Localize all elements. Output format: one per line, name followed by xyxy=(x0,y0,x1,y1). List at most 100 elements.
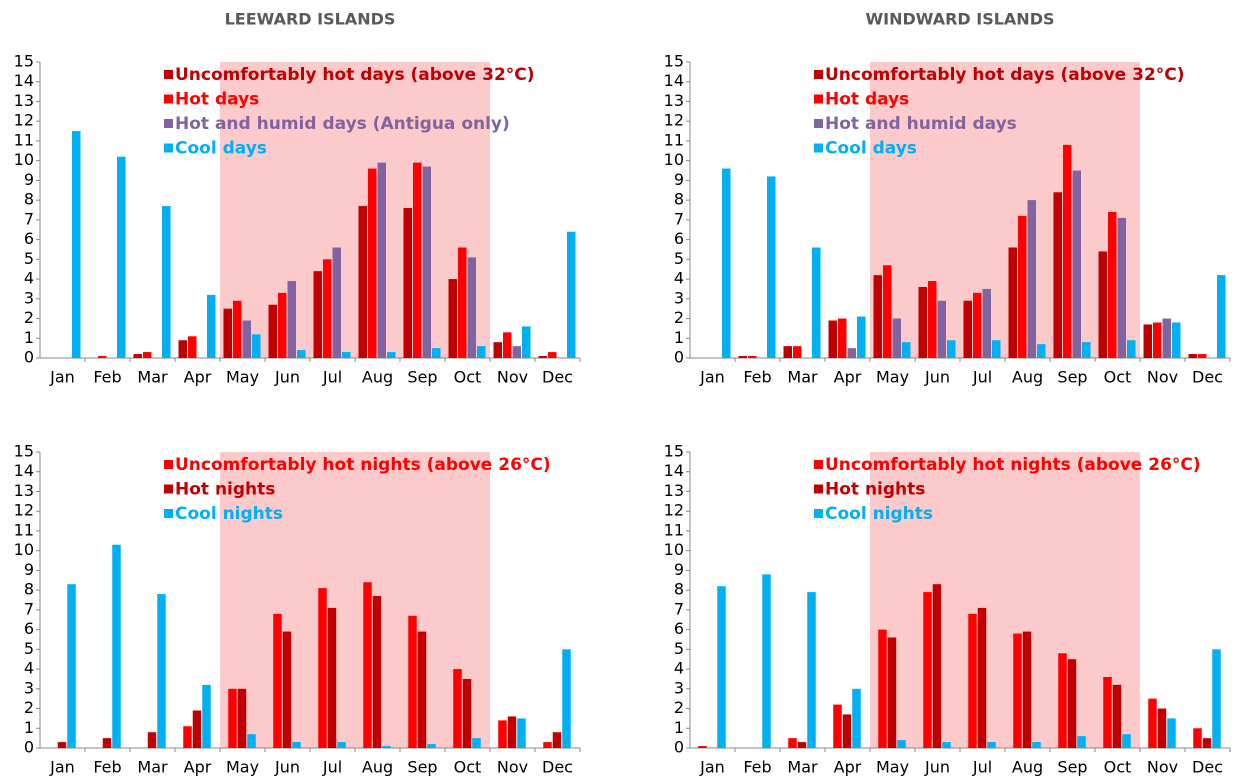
y-tick-label: 15 xyxy=(14,442,34,461)
bar xyxy=(1162,318,1171,358)
y-tick-label: 10 xyxy=(664,150,684,169)
bar xyxy=(408,615,417,748)
chart-title: WINDWARD ISLANDS xyxy=(865,10,1054,29)
y-tick-label: 4 xyxy=(24,659,34,678)
y-tick-label: 4 xyxy=(674,269,684,288)
bar xyxy=(403,208,412,358)
bar xyxy=(793,346,802,358)
bar xyxy=(477,346,486,358)
y-tick-label: 4 xyxy=(674,659,684,678)
bar xyxy=(188,336,197,358)
bar xyxy=(228,688,237,748)
bar xyxy=(337,742,346,748)
bar xyxy=(928,281,937,358)
bar xyxy=(1193,728,1202,748)
x-tick-label: Aug xyxy=(362,368,393,387)
x-tick-label: Sep xyxy=(1057,368,1087,387)
x-tick-label: Nov xyxy=(497,368,528,387)
x-tick-label: Jul xyxy=(972,758,992,777)
x-tick-label: Oct xyxy=(1104,758,1132,777)
bar xyxy=(842,714,852,748)
x-tick-label: Apr xyxy=(184,368,212,387)
y-tick-label: 15 xyxy=(664,442,684,461)
y-tick-label: 9 xyxy=(674,170,684,189)
bar xyxy=(448,279,457,358)
legend-swatch xyxy=(164,70,173,79)
legend-swatch xyxy=(814,70,823,79)
bar xyxy=(1108,211,1117,358)
bar xyxy=(982,288,991,358)
bar xyxy=(1103,676,1112,748)
x-tick-label: Jan xyxy=(49,368,75,387)
y-tick-label: 12 xyxy=(664,111,684,130)
bar xyxy=(932,584,942,748)
bar xyxy=(1018,215,1027,358)
x-tick-label: Oct xyxy=(454,368,482,387)
bar xyxy=(1188,354,1197,358)
x-tick-label: Mar xyxy=(137,368,168,387)
bar xyxy=(517,718,526,748)
season-shade xyxy=(870,452,1140,748)
bar xyxy=(1143,324,1152,358)
bar xyxy=(102,738,112,748)
y-tick-label: 2 xyxy=(24,308,34,327)
chart-title: LEEWARD ISLANDS xyxy=(225,10,396,29)
y-tick-label: 12 xyxy=(14,501,34,520)
bar xyxy=(498,720,507,748)
bar xyxy=(467,257,476,358)
bar xyxy=(117,156,126,358)
legend-label: Cool days xyxy=(175,139,267,159)
y-tick-label: 5 xyxy=(24,639,34,658)
bar xyxy=(878,629,887,748)
y-tick-label: 10 xyxy=(14,150,34,169)
bar xyxy=(552,732,562,748)
season-shade xyxy=(220,452,490,748)
y-tick-label: 6 xyxy=(674,229,684,248)
y-tick-label: 11 xyxy=(14,520,34,539)
bar xyxy=(358,206,367,358)
bar xyxy=(233,300,242,358)
bar xyxy=(1058,653,1067,748)
legend-swatch xyxy=(814,119,823,128)
legend-label: Uncomfortably hot days (above 32°C) xyxy=(175,65,535,85)
legend-swatch xyxy=(164,94,173,104)
x-tick-label: Jun xyxy=(924,368,950,387)
bar xyxy=(413,162,422,358)
bar xyxy=(242,320,251,358)
bar xyxy=(1037,344,1046,358)
bar xyxy=(202,684,211,748)
y-tick-label: 2 xyxy=(24,698,34,717)
y-tick-label: 11 xyxy=(664,520,684,539)
x-tick-label: Dec xyxy=(542,368,573,387)
y-tick-label: 14 xyxy=(14,461,34,480)
y-tick-label: 11 xyxy=(14,130,34,149)
bar xyxy=(873,275,882,358)
bar xyxy=(1077,736,1086,748)
y-tick-label: 13 xyxy=(664,91,684,110)
bar xyxy=(363,582,372,748)
bar xyxy=(1153,322,1162,358)
bar xyxy=(698,746,707,748)
legend-swatch xyxy=(164,119,173,128)
legend-label: Cool nights xyxy=(175,504,283,524)
x-tick-label: Jul xyxy=(322,758,342,777)
bar xyxy=(192,710,202,748)
bar xyxy=(947,340,956,358)
bar xyxy=(977,607,987,748)
x-tick-label: May xyxy=(876,758,909,777)
bar xyxy=(892,318,901,358)
bar xyxy=(493,342,502,358)
legend-label: Hot and humid days xyxy=(825,114,1017,134)
bar xyxy=(247,734,256,748)
bar xyxy=(273,613,282,748)
bar xyxy=(973,292,982,358)
x-tick-label: Sep xyxy=(407,368,437,387)
bar xyxy=(797,742,807,748)
bar xyxy=(112,544,121,748)
y-tick-label: 6 xyxy=(674,619,684,638)
bar xyxy=(992,340,1001,358)
x-tick-label: Mar xyxy=(137,758,168,777)
x-tick-label: Dec xyxy=(542,758,573,777)
y-tick-label: 12 xyxy=(14,111,34,130)
y-tick-label: 3 xyxy=(674,288,684,307)
